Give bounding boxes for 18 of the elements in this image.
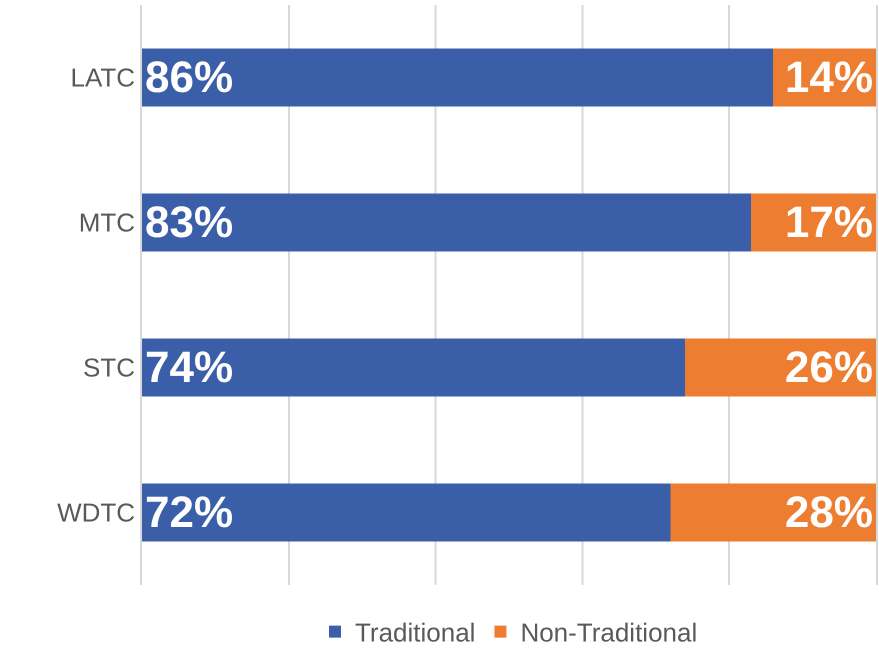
data-label: 86% [145,53,234,102]
bar [142,194,752,252]
bar [142,338,686,396]
data-label: 14% [784,53,873,102]
y-tick-label: WDTC [57,498,136,528]
data-label: 17% [784,198,873,247]
y-tick-label: STC [83,352,136,383]
legend-label: Traditional [355,618,476,648]
data-label: 72% [145,488,234,537]
bar [142,48,774,106]
data-label: 26% [784,343,873,392]
y-tick-label: MTC [78,208,136,238]
legend-label: Non-Traditional [520,618,698,648]
y-tick-label: LATC [70,62,136,93]
data-label: 74% [145,343,234,392]
data-label: 28% [784,488,873,537]
data-label: 83% [145,198,234,247]
bar [142,484,670,542]
